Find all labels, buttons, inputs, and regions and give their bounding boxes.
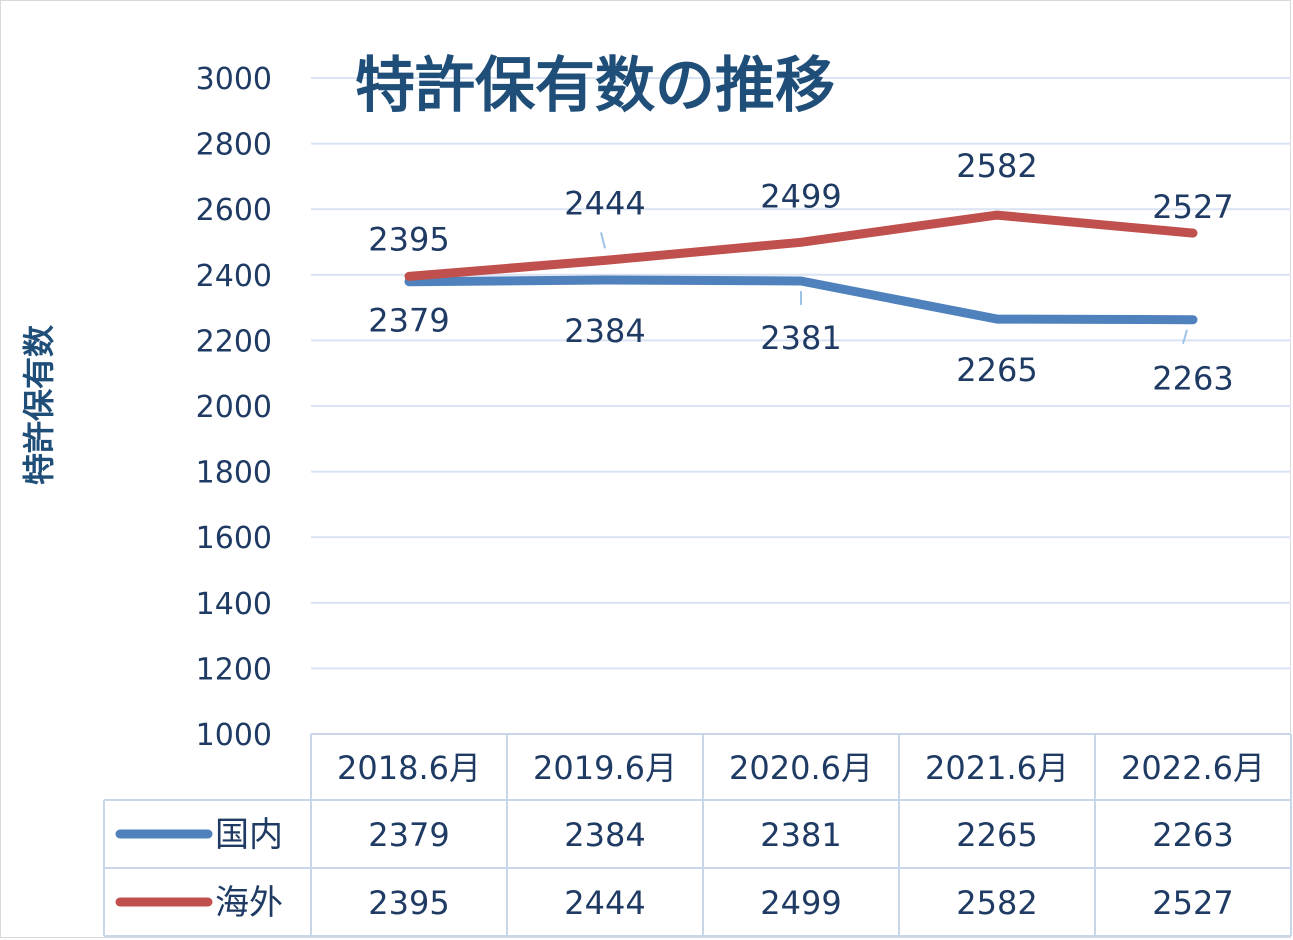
y-axis-label: 特許保有数: [20, 324, 58, 485]
x-category-label: 2020.6月: [729, 749, 873, 787]
series-lines: [404, 210, 1198, 325]
table-cell-value: 2265: [956, 816, 1037, 854]
y-tick-label: 2000: [196, 390, 272, 425]
data-label-leader: [1182, 329, 1188, 345]
y-axis-tick-labels: 1000 1200 1400 1600 1800 2000 2200 2400 2600 2800…: [196, 62, 272, 753]
table-cell-value: 2263: [1152, 816, 1233, 854]
data-label: 2527: [1152, 188, 1233, 226]
data-label: 2384: [564, 312, 645, 350]
data-labels: 2379 2384 2381 2265 2263 2395 2444 2499 2582 2527: [368, 147, 1233, 398]
data-label: 2263: [1152, 360, 1233, 398]
legend-series-name: 海外: [215, 883, 283, 923]
y-tick-label: 2400: [196, 259, 272, 294]
y-tick-label: 3000: [196, 62, 272, 97]
table-cell-value: 2444: [564, 884, 645, 922]
data-label: 2582: [956, 147, 1037, 185]
table-cell-value: 2582: [956, 884, 1037, 922]
x-category-label: 2021.6月: [925, 749, 1069, 787]
data-label: 2499: [760, 177, 841, 215]
data-label: 2381: [760, 319, 841, 357]
data-label: 2395: [368, 220, 449, 258]
table-cell-value: 2499: [760, 884, 841, 922]
legend-series-name: 国内: [215, 815, 283, 855]
y-tick-label: 1600: [196, 521, 272, 556]
table-cell-value: 2384: [564, 816, 645, 854]
data-label: 2444: [564, 184, 645, 222]
x-category-label: 2022.6月: [1121, 749, 1265, 787]
y-tick-label: 1800: [196, 456, 272, 491]
table-cell-value: 2395: [368, 884, 449, 922]
table-cell-value: 2379: [368, 816, 449, 854]
table-cell-value: 2527: [1152, 884, 1233, 922]
table-cell-value: 2381: [760, 816, 841, 854]
x-category-label: 2019.6月: [533, 749, 677, 787]
y-tick-label: 2600: [196, 193, 272, 228]
x-category-label: 2018.6月: [337, 749, 481, 787]
y-tick-label: 1200: [196, 652, 272, 687]
data-label: 2379: [368, 302, 449, 340]
data-label: 2265: [956, 351, 1037, 389]
y-tick-label: 2800: [196, 128, 272, 163]
y-tick-label: 1400: [196, 587, 272, 622]
chart-title: 特許保有数の推移: [355, 51, 835, 121]
series-line: [404, 275, 1198, 325]
data-label-leader: [600, 232, 606, 249]
label-leader-lines: [600, 232, 1188, 345]
y-tick-label: 1000: [196, 718, 272, 753]
y-tick-label: 2200: [196, 324, 272, 359]
series-line: [404, 210, 1198, 281]
